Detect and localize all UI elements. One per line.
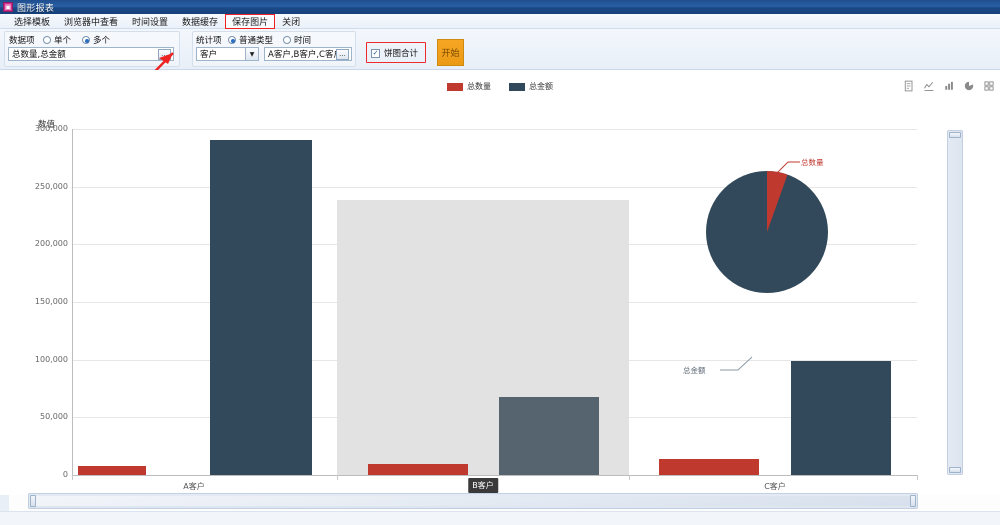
data-item-field-value: 总数量,总金额 [12,50,66,60]
window-title: 图形报表 [17,3,55,14]
horizontal-slider-handle-right[interactable] [910,495,916,507]
pie-total-check-indicator[interactable]: ✓ [371,48,380,58]
chevron-down-icon[interactable]: ▼ [245,48,258,60]
gridline [72,186,917,188]
pie-label-amount: 总金额 [683,366,706,375]
legend-swatch-quantity [447,82,463,91]
legend-item-quantity[interactable]: 总数量 [447,81,491,92]
start-button[interactable]: 开始 [437,39,464,66]
radio-normal-indicator[interactable] [228,36,236,44]
legend-label-amount: 总金额 [529,82,553,91]
menu-item-close[interactable]: 关闭 [282,17,301,28]
bar-amount-a[interactable] [210,139,312,475]
y-axis-title: 数值 [38,120,56,130]
horizontal-zoom-slider[interactable] [28,493,918,509]
stat-item-combo-value: 客户 [200,50,218,60]
menu-item-data-cache[interactable]: 数据缓存 [182,17,219,28]
chart-canvas: 总数量 总金额 [0,70,1000,495]
radio-single-indicator[interactable] [43,36,51,44]
menu-item-select-template[interactable]: 选择模板 [14,17,51,28]
app-icon: ▣ [3,2,13,12]
bar-quantity-a[interactable] [78,465,146,475]
y-tick-label: 150,000 [34,297,68,306]
vertical-zoom-slider[interactable] [947,130,963,475]
vertical-slider-handle-top[interactable] [949,132,961,138]
chart-toolbox [903,80,995,92]
bar-quantity-c[interactable] [659,458,759,475]
stat-item-combo[interactable]: 客户 ▼ [196,47,259,61]
x-tick-label-a[interactable]: A客户 [183,482,205,491]
bar-amount-b[interactable] [499,396,599,475]
y-tick-label: 250,000 [34,181,68,191]
x-tick-label-c[interactable]: C客户 [764,482,786,491]
options-panel: 数据项 单个 多个 总数量,总金额 ... 统计项 普通类型 时间 客户 ▼ [0,29,1000,103]
grid-view-icon[interactable] [983,80,995,92]
document-icon[interactable] [903,80,915,92]
x-axis-line [72,475,917,476]
stat-item-field[interactable]: A客户,B客户,C客户 ... [264,47,352,61]
legend-label-quantity: 总数量 [467,82,491,91]
gridline [72,129,917,130]
radio-time-label: 时间 [294,36,312,46]
pie-total-label: 饼图合计 [384,49,419,59]
bar-chart-icon[interactable] [943,80,955,92]
stat-item-browse-button[interactable]: ... [336,48,349,60]
radio-time-indicator[interactable] [283,36,291,44]
pie-label-quantity: 总数量 [801,158,824,167]
stat-item-label: 统计项 [196,36,222,46]
pie-total-checkbox[interactable]: ✓ 饼图合计 [371,47,418,59]
x-axis-tick [629,475,630,480]
menu-item-view-in-browser[interactable]: 浏览器中查看 [64,17,119,28]
x-axis-tick [72,475,73,480]
bar-quantity-b[interactable] [368,463,468,475]
plot-region: 数值 300,000 250,000 200,000 150,000 100,0… [0,70,1000,495]
pie-chart-icon[interactable] [963,80,975,92]
data-item-label: 数据项 [9,36,35,46]
data-item-radio-single[interactable]: 单个 [43,34,71,46]
legend-item-amount[interactable]: 总金额 [509,81,553,92]
window-titlebar: ▣ 图形报表 [0,0,1000,14]
stat-item-field-value: A客户,B客户,C客户 [268,50,336,60]
overlay-pie-chart[interactable] [705,170,829,294]
data-item-browse-button[interactable]: ... [158,48,171,60]
y-tick-label: 100,000 [34,354,68,364]
y-axis-line [72,129,73,475]
x-axis-tick [337,475,338,480]
y-tick-label: 300,000 [34,124,68,133]
y-tick-label: 0 [62,470,68,479]
menu-bar: 选择模板 浏览器中查看 时间设置 数据缓存 保存图片 关闭 [0,13,1000,29]
chart-legend: 总数量 总金额 [0,81,1000,92]
x-axis-tick [917,475,918,480]
x-tick-label-b[interactable]: B客户 [468,478,498,493]
pie-leader-lines [720,161,800,371]
horizontal-slider-handle-left[interactable] [30,495,36,507]
radio-normal-label: 普通类型 [239,36,274,46]
status-bar [0,511,1000,525]
stat-item-radio-time[interactable]: 时间 [283,34,311,46]
bar-amount-c[interactable] [791,360,891,475]
stat-item-radio-normal[interactable]: 普通类型 [228,34,273,46]
legend-swatch-amount [509,82,525,91]
y-tick-label: 50,000 [40,412,68,422]
y-tick-label: 200,000 [34,239,68,249]
line-chart-icon[interactable] [923,80,935,92]
radio-multiple-label: 多个 [93,36,111,46]
radio-multiple-indicator[interactable] [82,36,90,44]
data-item-radio-multiple[interactable]: 多个 [82,34,110,46]
menu-item-time-settings[interactable]: 时间设置 [132,17,169,28]
data-item-field[interactable]: 总数量,总金额 ... [8,47,174,61]
horizontal-slider-track [31,496,915,506]
pie-slice-quantity [767,171,788,232]
menu-item-save-image[interactable]: 保存图片 [225,13,276,29]
radio-single-label: 单个 [54,36,72,46]
vertical-slider-handle-bottom[interactable] [949,467,961,473]
